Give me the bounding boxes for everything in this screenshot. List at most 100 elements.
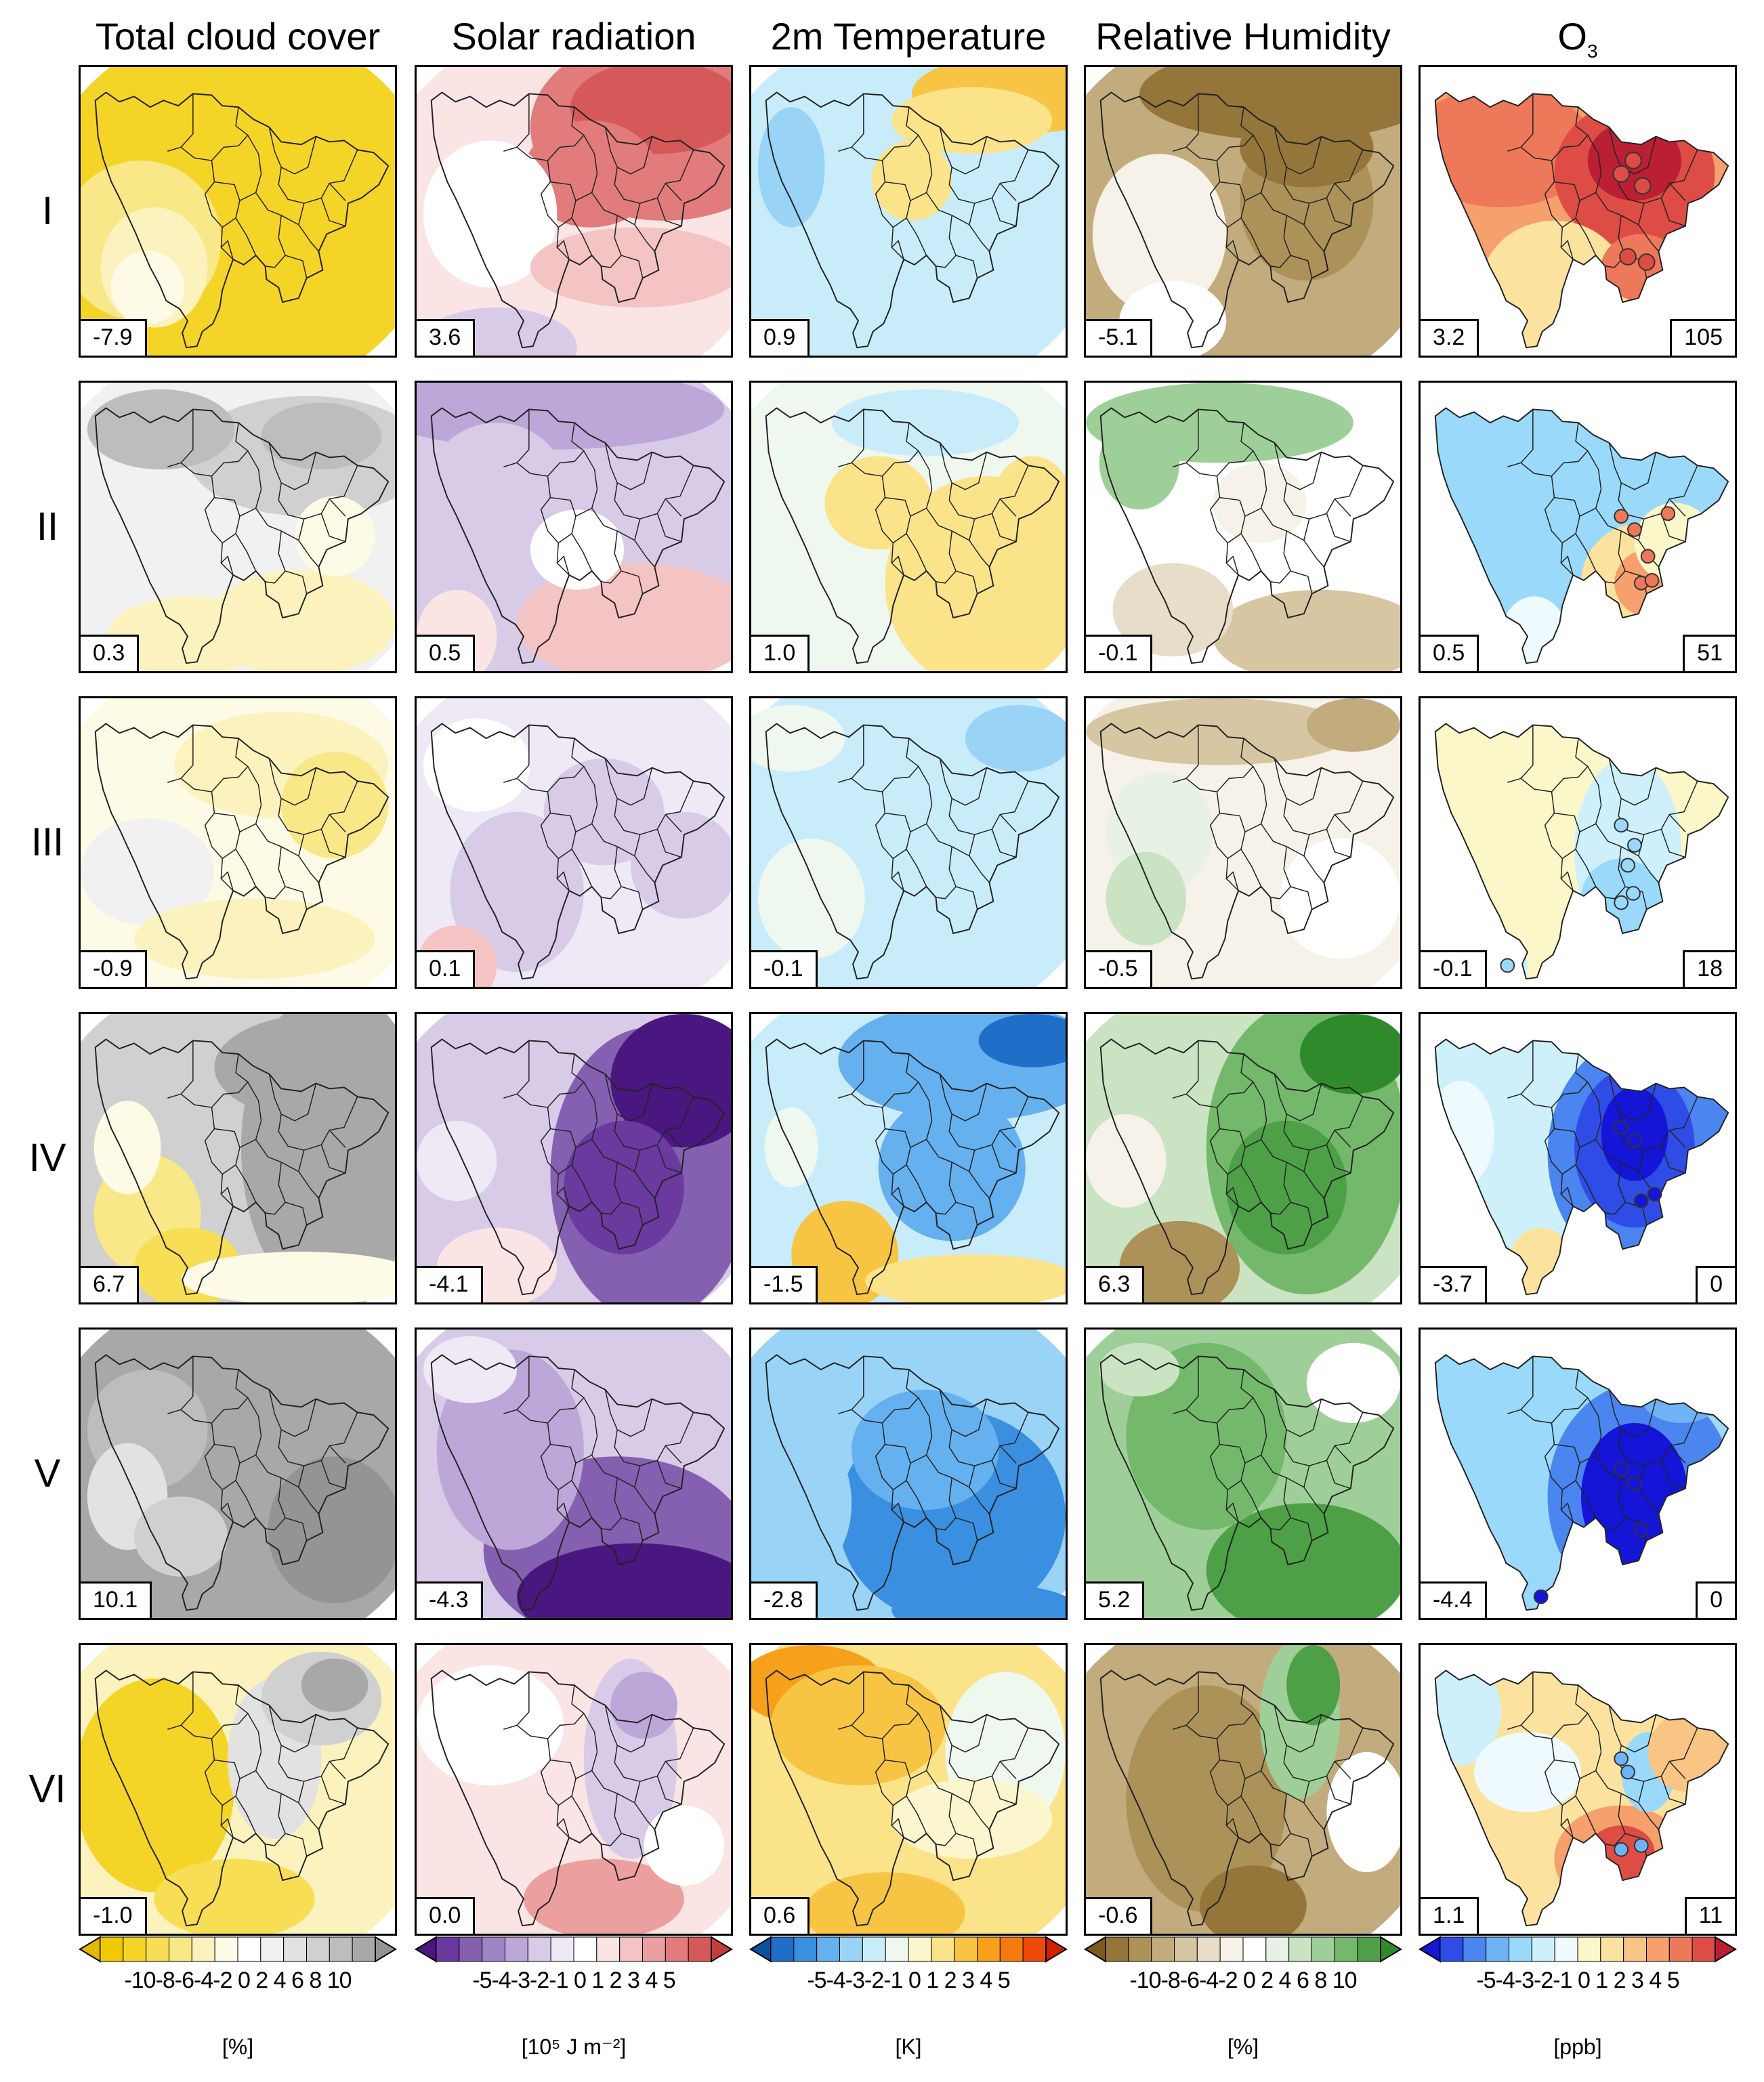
- site-marker: [1624, 152, 1642, 169]
- site-marker: [1620, 857, 1635, 873]
- prefecture-boundary: [1216, 1397, 1254, 1445]
- contour-fill: [1306, 698, 1400, 752]
- prefecture-boundary: [255, 173, 299, 226]
- prefecture-boundary: [265, 1202, 286, 1215]
- prefecture-boundary: [1173, 1093, 1217, 1108]
- prefecture-boundary: [503, 146, 548, 161]
- prefecture-boundary: [936, 1833, 957, 1846]
- prefecture-boundary: [235, 1369, 262, 1437]
- prefecture-boundary: [1660, 1460, 1686, 1489]
- prefecture-boundary: [1274, 758, 1322, 806]
- province-boundaries: [765, 723, 1060, 980]
- prefecture-boundary: [1225, 240, 1239, 260]
- prefecture-boundary: [278, 1096, 358, 1151]
- prefecture-boundary: [540, 181, 576, 228]
- prefecture-boundary: [1173, 1724, 1217, 1739]
- contour-fill: [757, 838, 865, 959]
- prefecture-boundary: [891, 533, 907, 576]
- colorbar-segment: [1692, 1936, 1716, 1962]
- colorbar-segment: [527, 1936, 551, 1962]
- map-svg: [81, 383, 395, 671]
- province-boundaries: [765, 1038, 1060, 1296]
- prefecture-boundary: [1560, 1164, 1576, 1207]
- panel-mean-value: 6.3: [1086, 1266, 1145, 1302]
- contour-fill: [771, 1436, 852, 1570]
- prefecture-boundary: [220, 555, 234, 576]
- province-boundaries: [430, 91, 726, 349]
- monitoring-sites: [1612, 152, 1656, 271]
- prefecture-boundary: [1608, 1705, 1657, 1753]
- map-svg: [417, 1014, 731, 1302]
- panel-o3-row-II: 0.5 51: [1419, 381, 1737, 673]
- contour-fill: [268, 1456, 395, 1604]
- prefecture-boundary: [265, 570, 286, 584]
- prefecture-boundary: [180, 93, 194, 148]
- column-title-subscript: 3: [1587, 41, 1598, 62]
- prefecture-boundary: [1270, 1833, 1291, 1846]
- contour-fill: [610, 1672, 678, 1739]
- panel-t2m-row-I: 0.9: [749, 65, 1068, 358]
- prefecture-boundary: [1560, 555, 1574, 576]
- colorbar-svg: [1084, 1936, 1402, 1963]
- colorbar-segment: [100, 1936, 124, 1962]
- province-outline: [1099, 1670, 1395, 1927]
- contour-fill: [1086, 1113, 1167, 1208]
- prefecture-boundary: [1605, 886, 1626, 899]
- prefecture-boundary: [329, 1445, 346, 1464]
- prefecture-boundary: [936, 1517, 957, 1531]
- prefecture-boundary: [211, 766, 249, 813]
- contour-fill: [423, 718, 530, 812]
- prefecture-boundary: [211, 135, 249, 182]
- colorbar-tick-labels: -10-8-6-4-2 0 2 4 6 8 10: [1129, 1968, 1357, 1993]
- prefecture-boundary: [1216, 135, 1254, 182]
- prefecture-boundary: [925, 805, 970, 857]
- province-boundaries: [94, 1354, 390, 1611]
- prefecture-boundary: [656, 829, 682, 858]
- province-outline: [765, 723, 1060, 980]
- prefecture-boundary: [1185, 725, 1199, 779]
- prefecture-boundary: [211, 1713, 249, 1760]
- site-marker: [1627, 1133, 1642, 1149]
- prefecture-boundary: [1326, 513, 1351, 543]
- colorbar-o3: -5-4-3-2-1 0 1 2 3 4 5: [1419, 1936, 1737, 2017]
- site-marker: [1647, 1187, 1662, 1202]
- panel-mean-value: 0.9: [751, 319, 810, 356]
- prefecture-boundary: [875, 1128, 911, 1175]
- prefecture-boundary: [1216, 766, 1254, 813]
- map-svg: [417, 1645, 731, 1934]
- contour-fill: [450, 811, 584, 973]
- prefecture-boundary: [665, 498, 682, 517]
- prefecture-boundary: [881, 1397, 919, 1445]
- prefecture-boundary: [320, 198, 346, 227]
- prefecture-boundary: [939, 1389, 988, 1437]
- prefecture-boundary: [1240, 823, 1262, 887]
- province-boundaries: [1099, 91, 1395, 349]
- prefecture-boundary: [604, 1389, 653, 1437]
- panel-rh-row-I: -5.1: [1084, 65, 1402, 358]
- map-svg: [751, 698, 1066, 987]
- contour-fill: [207, 570, 395, 671]
- prefecture-boundary: [891, 1796, 907, 1838]
- contour-fill: [864, 1254, 1066, 1302]
- colorbar-unit: [10⁵ J m⁻²]: [521, 2035, 627, 2059]
- site-marker: [1627, 522, 1642, 537]
- contour-fill: [1647, 1712, 1729, 1792]
- prefecture-boundary: [969, 1781, 990, 1830]
- contour-fill: [1086, 698, 1353, 765]
- prefecture-boundary: [298, 1781, 320, 1830]
- prefecture-boundary: [1660, 198, 1686, 227]
- prefecture-boundary: [891, 555, 904, 576]
- prefecture-boundary: [235, 1770, 257, 1834]
- prefecture-boundary: [999, 1761, 1017, 1779]
- contour-fill: [1213, 463, 1307, 543]
- prefecture-boundary: [1283, 780, 1364, 835]
- panel-mean-value: 6.7: [81, 1266, 140, 1302]
- prefecture-boundary: [1240, 1369, 1267, 1437]
- prefecture-boundary: [656, 1776, 682, 1805]
- prefecture-boundary: [614, 1477, 644, 1541]
- panel-ssr-row-V: -4.3: [415, 1327, 733, 1620]
- prefecture-boundary: [1520, 1040, 1534, 1095]
- prefecture-boundary: [1283, 1096, 1364, 1151]
- panel-mean-value: -0.1: [1421, 950, 1487, 987]
- panel-tcc-row-IV: 6.7: [79, 1012, 397, 1304]
